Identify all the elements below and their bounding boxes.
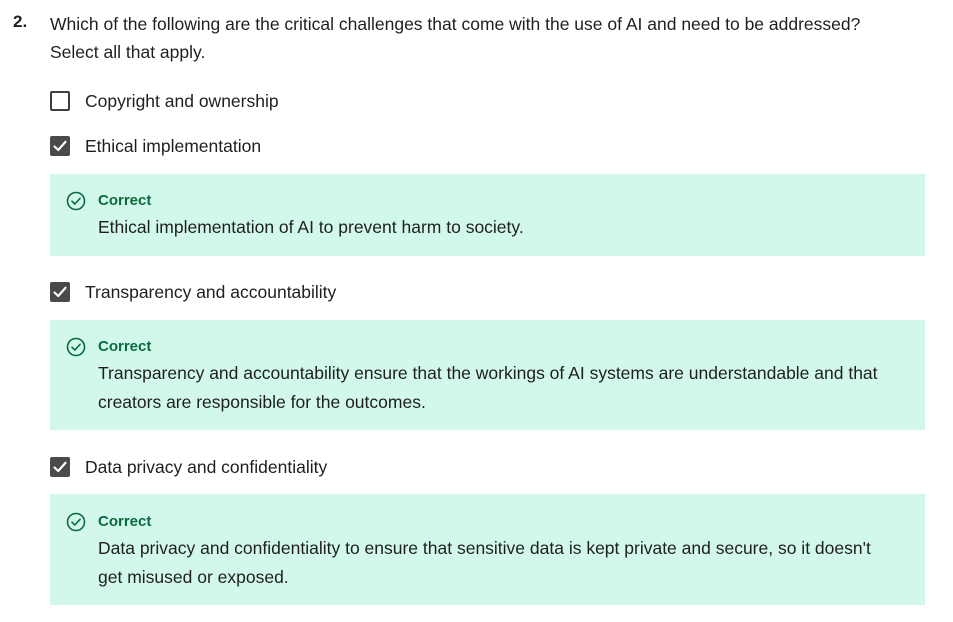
feedback-line: Data privacy and confidentiality to ensu… xyxy=(98,538,871,558)
checkbox-checked[interactable] xyxy=(50,136,70,156)
option-data-privacy-confidentiality[interactable]: Data privacy and confidentiality xyxy=(50,455,327,479)
feedback-title: Correct xyxy=(98,338,152,355)
check-circle-icon xyxy=(66,512,86,532)
option-label: Data privacy and confidentiality xyxy=(85,456,328,477)
option-label: Copyright and ownership xyxy=(85,90,279,111)
checkmark-icon xyxy=(53,140,67,152)
option-label: Transparency and accountability xyxy=(85,281,337,302)
feedback-title: Correct xyxy=(98,513,152,530)
feedback-correct-data-privacy: Correct Data privacy and confidentiality… xyxy=(50,494,925,605)
checkmark-icon xyxy=(53,286,67,298)
option-label: Ethical implementation xyxy=(85,135,262,156)
question-text-line: Which of the following are the critical … xyxy=(50,14,861,34)
question-number: 2. xyxy=(13,12,28,31)
checkbox-checked[interactable] xyxy=(50,457,70,477)
feedback-title: Correct xyxy=(98,192,152,209)
checkbox-unchecked[interactable] xyxy=(50,91,70,111)
feedback-explanation: Data privacy and confidentiality to ensu… xyxy=(98,534,908,592)
option-ethical-implementation[interactable]: Ethical implementation xyxy=(50,134,261,158)
feedback-line: Ethical implementation of AI to prevent … xyxy=(98,217,524,237)
feedback-correct-transparency: Correct Transparency and accountability … xyxy=(50,320,925,430)
feedback-explanation: Ethical implementation of AI to prevent … xyxy=(98,213,908,242)
check-circle-icon xyxy=(66,191,86,211)
feedback-correct-ethical: Correct Ethical implementation of AI to … xyxy=(50,174,925,256)
feedback-explanation: Transparency and accountability ensure t… xyxy=(98,359,908,417)
feedback-line: get misused or exposed. xyxy=(98,567,289,587)
checkbox-checked[interactable] xyxy=(50,282,70,302)
question-instruction: Select all that apply. xyxy=(50,42,206,62)
option-transparency-accountability[interactable]: Transparency and accountability xyxy=(50,280,336,304)
question-text: Which of the following are the critical … xyxy=(50,10,930,66)
check-circle-icon xyxy=(66,337,86,357)
option-copyright-ownership[interactable]: Copyright and ownership xyxy=(50,89,279,113)
checkmark-icon xyxy=(53,461,67,473)
feedback-line: creators are responsible for the outcome… xyxy=(98,392,426,412)
feedback-line: Transparency and accountability ensure t… xyxy=(98,363,878,383)
